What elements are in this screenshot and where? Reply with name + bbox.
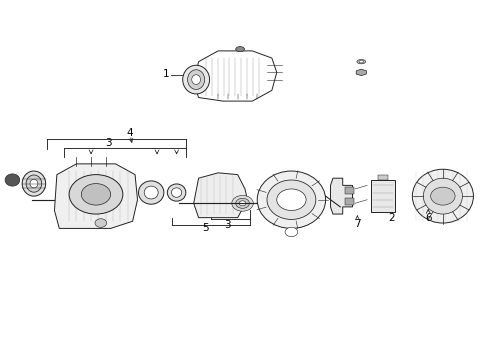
Ellipse shape <box>257 171 326 228</box>
Circle shape <box>95 219 107 227</box>
Polygon shape <box>194 173 247 218</box>
Text: 5: 5 <box>202 224 209 233</box>
Bar <box>345 187 354 194</box>
Text: 3: 3 <box>105 139 112 148</box>
Ellipse shape <box>144 186 158 199</box>
Text: 6: 6 <box>425 213 432 222</box>
Ellipse shape <box>183 65 210 94</box>
Circle shape <box>431 187 455 205</box>
Circle shape <box>81 184 111 205</box>
Ellipse shape <box>22 171 46 196</box>
Text: 2: 2 <box>388 213 395 222</box>
Circle shape <box>69 175 123 214</box>
Ellipse shape <box>423 178 463 214</box>
Ellipse shape <box>167 184 186 201</box>
Ellipse shape <box>236 46 245 51</box>
Ellipse shape <box>359 60 364 63</box>
Circle shape <box>239 201 246 206</box>
Ellipse shape <box>188 70 205 89</box>
Ellipse shape <box>172 188 182 197</box>
Circle shape <box>277 189 306 211</box>
Polygon shape <box>54 164 138 228</box>
Ellipse shape <box>26 175 42 192</box>
Text: 3: 3 <box>224 220 231 230</box>
Ellipse shape <box>267 180 316 220</box>
Ellipse shape <box>413 169 473 223</box>
Bar <box>345 198 354 205</box>
Text: 4: 4 <box>127 129 133 138</box>
Ellipse shape <box>357 59 366 64</box>
Polygon shape <box>356 69 367 76</box>
Bar <box>378 175 388 180</box>
Circle shape <box>236 198 249 208</box>
Ellipse shape <box>30 179 38 188</box>
Ellipse shape <box>139 181 164 204</box>
Polygon shape <box>331 178 352 214</box>
Bar <box>370 180 395 212</box>
Text: 7: 7 <box>354 219 361 229</box>
Ellipse shape <box>5 174 20 186</box>
Ellipse shape <box>192 75 200 85</box>
Circle shape <box>232 195 253 211</box>
Circle shape <box>285 227 298 237</box>
Text: 1: 1 <box>163 69 169 79</box>
